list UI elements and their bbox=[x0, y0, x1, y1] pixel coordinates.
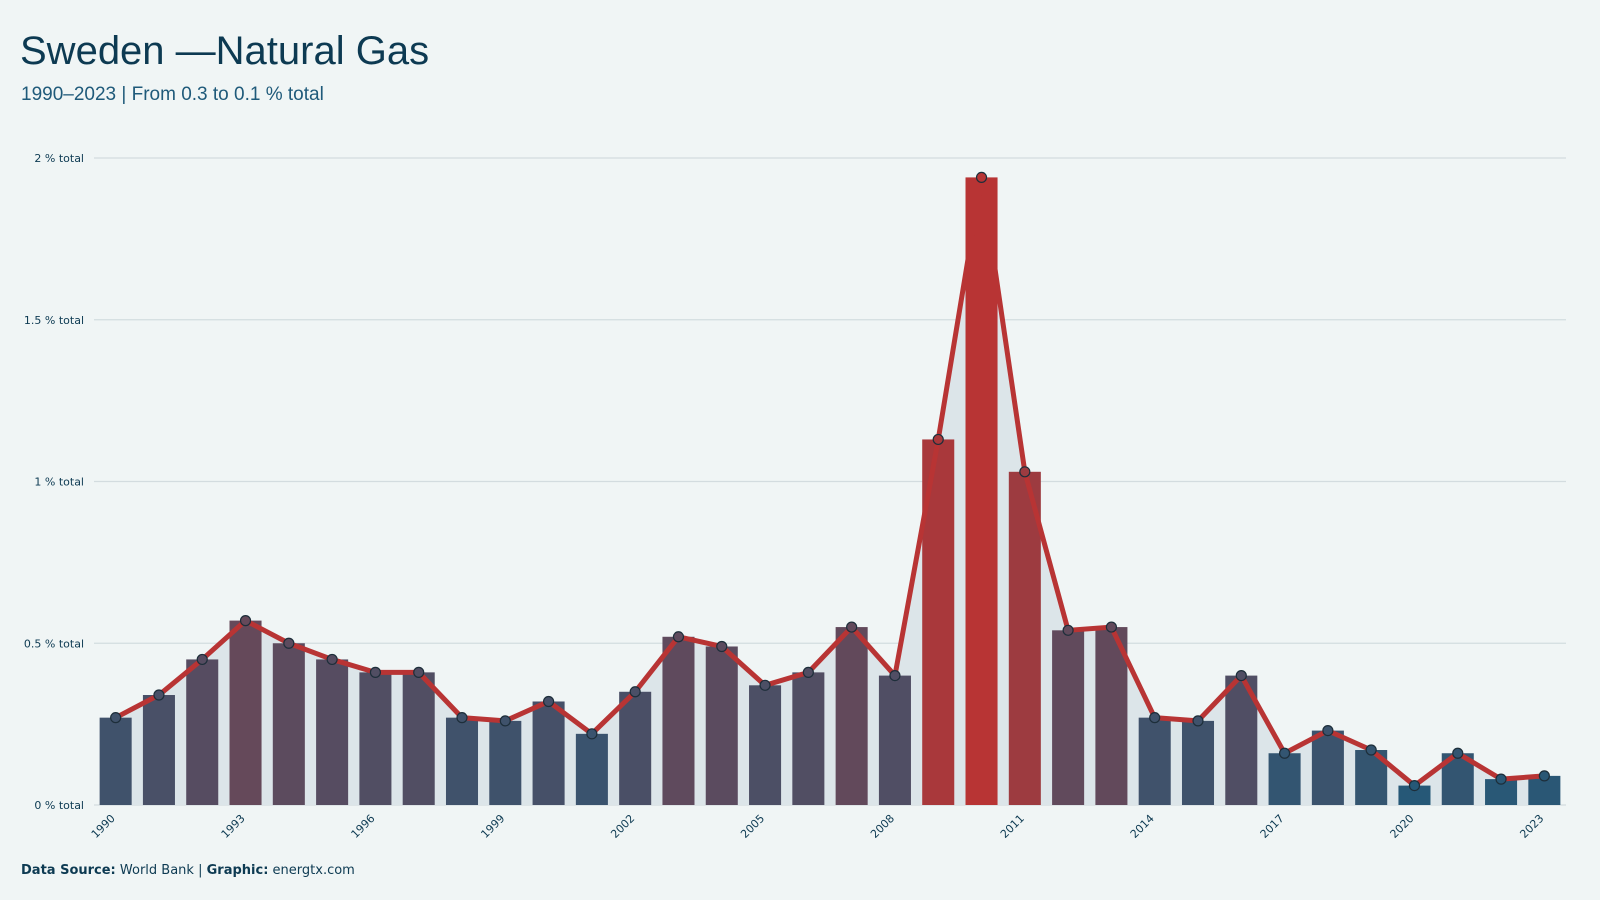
point bbox=[1408, 779, 1421, 792]
point bbox=[802, 666, 814, 678]
source: World Bank bbox=[120, 863, 195, 878]
point bbox=[326, 653, 338, 666]
point bbox=[1105, 621, 1118, 633]
x-tick-label: 2002 bbox=[608, 812, 637, 841]
bar bbox=[1398, 785, 1431, 805]
x-tick-label: 2008 bbox=[868, 812, 897, 841]
point bbox=[1019, 466, 1031, 478]
point bbox=[932, 433, 944, 446]
bar bbox=[402, 672, 435, 805]
bar bbox=[532, 701, 565, 805]
bar bbox=[792, 672, 825, 805]
point bbox=[283, 637, 295, 649]
y-tick-label: 0.5 % total bbox=[24, 637, 84, 650]
bar bbox=[878, 675, 911, 805]
point bbox=[1062, 624, 1074, 636]
bar bbox=[705, 646, 738, 805]
y-tick-label: 1 % total bbox=[34, 476, 84, 489]
bar bbox=[229, 620, 262, 805]
point bbox=[1365, 744, 1377, 756]
point bbox=[586, 728, 598, 740]
bar bbox=[575, 733, 608, 805]
bar bbox=[99, 717, 132, 805]
point bbox=[629, 686, 641, 698]
point bbox=[499, 715, 511, 727]
line bbox=[114, 174, 1545, 789]
graphic: energtx.com bbox=[273, 863, 355, 878]
bar bbox=[619, 691, 652, 805]
point bbox=[153, 689, 165, 701]
x-tick-label: 2011 bbox=[998, 812, 1027, 841]
point bbox=[1192, 715, 1204, 727]
x-tick-label: 1999 bbox=[478, 812, 507, 841]
y-tick-label: 2 % total bbox=[34, 152, 84, 165]
point bbox=[1149, 712, 1161, 724]
point bbox=[542, 695, 555, 708]
point bbox=[196, 653, 208, 666]
point bbox=[413, 666, 425, 678]
x-tick-label: 2020 bbox=[1388, 812, 1417, 841]
bar bbox=[1268, 753, 1301, 805]
point bbox=[1322, 724, 1334, 737]
bar bbox=[489, 720, 522, 805]
x-tick-label: 2023 bbox=[1517, 812, 1546, 841]
point bbox=[975, 171, 988, 184]
separator: | bbox=[198, 863, 202, 878]
x-tick-label: 2014 bbox=[1128, 812, 1157, 841]
x-tick-label: 1996 bbox=[349, 812, 378, 841]
point bbox=[672, 631, 685, 643]
point bbox=[889, 669, 901, 682]
point bbox=[1278, 747, 1291, 759]
point bbox=[1495, 773, 1507, 785]
x-tick-label: 1993 bbox=[219, 812, 248, 841]
x-tick-label: 1990 bbox=[89, 812, 118, 841]
chart-title: Sweden —Natural Gas bbox=[20, 29, 429, 73]
bar bbox=[272, 643, 305, 805]
chart-subtitle: 1990–2023 | From 0.3 to 0.1 % total bbox=[21, 84, 324, 105]
bar bbox=[1311, 730, 1344, 805]
point bbox=[716, 640, 728, 653]
y-tick-label: 1.5 % total bbox=[24, 314, 84, 327]
point bbox=[1235, 669, 1247, 682]
bar bbox=[445, 717, 479, 805]
point bbox=[456, 712, 468, 724]
bar bbox=[1052, 630, 1085, 805]
x-tick-label: 2005 bbox=[738, 812, 767, 841]
point bbox=[239, 615, 252, 627]
graphic-label: Graphic: bbox=[207, 863, 269, 878]
bar bbox=[1181, 720, 1215, 805]
point bbox=[759, 679, 771, 691]
bar bbox=[359, 672, 392, 805]
x-tick-label: 2017 bbox=[1258, 812, 1287, 841]
point bbox=[846, 621, 858, 633]
bar bbox=[142, 695, 175, 805]
point bbox=[1538, 770, 1550, 782]
bar bbox=[1138, 717, 1171, 805]
point bbox=[1452, 747, 1464, 759]
footer: Data Source: World Bank | Graphic: energ… bbox=[21, 863, 355, 878]
bar bbox=[749, 685, 782, 805]
bar bbox=[1008, 471, 1041, 805]
bar bbox=[316, 659, 349, 805]
point bbox=[369, 666, 382, 678]
y-tick-label: 0 % total bbox=[34, 799, 84, 812]
bar bbox=[835, 627, 868, 805]
bar bbox=[965, 177, 998, 805]
source-label: Data Source: bbox=[21, 863, 116, 878]
bar bbox=[186, 659, 219, 805]
point bbox=[110, 712, 122, 724]
bar bbox=[662, 636, 695, 805]
bar bbox=[1095, 627, 1128, 805]
